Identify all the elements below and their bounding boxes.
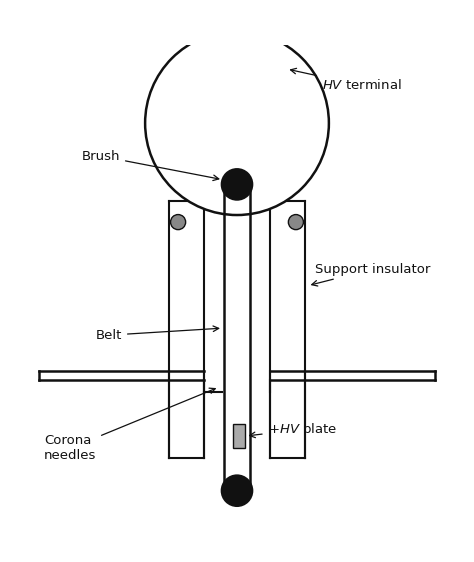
Text: Belt: Belt <box>96 326 219 342</box>
Text: $+\mathit{HV}$ plate: $+\mathit{HV}$ plate <box>250 421 337 438</box>
Circle shape <box>222 169 252 200</box>
Circle shape <box>171 215 186 230</box>
Text: $\mathit{HV}$ terminal: $\mathit{HV}$ terminal <box>291 69 401 92</box>
Text: Brush: Brush <box>82 149 219 180</box>
Circle shape <box>288 215 303 230</box>
Circle shape <box>145 31 329 215</box>
Bar <box>233 424 245 448</box>
Text: Support insulator: Support insulator <box>312 262 430 286</box>
Circle shape <box>222 475 252 506</box>
Text: Corona
needles: Corona needles <box>44 388 215 463</box>
